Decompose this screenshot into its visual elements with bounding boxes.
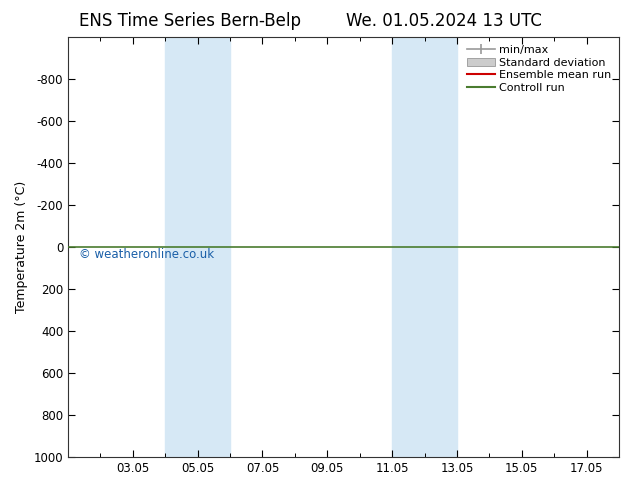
Text: © weatheronline.co.uk: © weatheronline.co.uk [79, 248, 214, 261]
Bar [392, 37, 457, 457]
Text: We. 01.05.2024 13 UTC: We. 01.05.2024 13 UTC [346, 12, 541, 30]
Legend: min/max, Standard deviation, Ensemble mean run, Controll run: min/max, Standard deviation, Ensemble me… [462, 40, 616, 98]
Text: ENS Time Series Bern-Belp: ENS Time Series Bern-Belp [79, 12, 301, 30]
Y-axis label: Temperature 2m (°C): Temperature 2m (°C) [15, 181, 28, 313]
Bar [165, 37, 230, 457]
